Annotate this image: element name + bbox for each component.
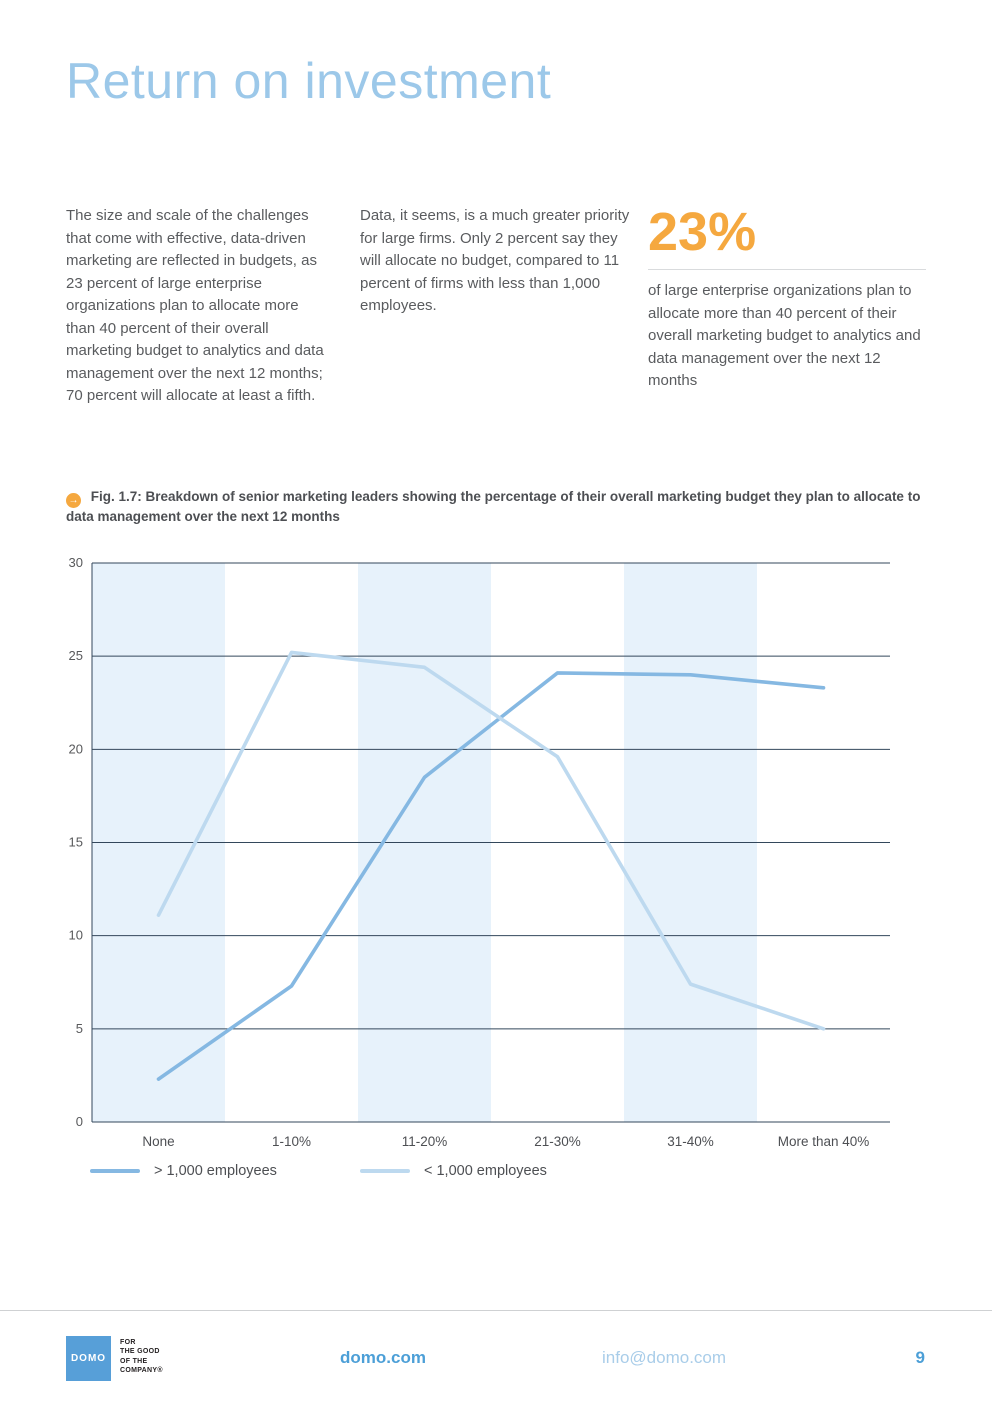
tagline-line: COMPANY®: [120, 1367, 163, 1375]
legend-line-swatch: [90, 1169, 140, 1173]
footer-divider: [0, 1310, 992, 1311]
x-category-label: 11-20%: [402, 1134, 448, 1149]
domo-website-link[interactable]: domo.com: [340, 1348, 426, 1367]
domo-tagline: FOR THE GOOD OF THE COMPANY®: [120, 1336, 163, 1381]
legend-label: < 1,000 employees: [424, 1163, 547, 1179]
tagline-line: OF THE: [120, 1357, 148, 1365]
intro-paragraph-2: Data, it seems, is a much greater priori…: [360, 207, 630, 314]
y-tick-label: 5: [76, 1021, 83, 1036]
page-title: Return on investment: [66, 53, 552, 109]
x-category-label: 21-30%: [534, 1134, 581, 1149]
stat-block: 23% of large enterprise organizations pl…: [648, 205, 926, 408]
series-line: [156, 671, 826, 1081]
y-tick-label: 20: [69, 741, 83, 756]
budget-allocation-line-chart: 0 5 10 15 20 25 30 None 1-10% 11-20% 21-30% 31-40% M…: [69, 555, 890, 1149]
x-category-label: 1-10%: [272, 1134, 311, 1149]
domo-logo: DOMO FOR THE GOOD OF THE COMPANY®: [66, 1336, 163, 1381]
intro-section: The size and scale of the challenges tha…: [66, 205, 928, 408]
y-tick-label: 30: [69, 556, 83, 570]
x-category-label: 31-40%: [667, 1134, 714, 1149]
figure-caption-text: Fig. 1.7: Breakdown of senior marketing …: [66, 489, 921, 524]
stat-divider: [648, 269, 926, 270]
chart-canvas: 0 5 10 15 20 25 30 None 1-10% 11-20% 21-30% 31-40% M…: [66, 555, 928, 1156]
chart-legend: > 1,000 employees < 1,000 employees: [90, 1163, 630, 1179]
legend-item: > 1,000 employees: [90, 1163, 360, 1179]
tagline-line: THE GOOD: [120, 1348, 160, 1356]
y-tick-label: 0: [76, 1114, 83, 1129]
intro-paragraph-1: The size and scale of the challenges tha…: [66, 207, 324, 404]
tagline-line: FOR: [120, 1339, 136, 1346]
page-number: 9: [915, 1348, 925, 1367]
legend-item: < 1,000 employees: [360, 1163, 630, 1179]
series-line: [156, 650, 826, 1031]
y-tick-label: 10: [69, 928, 83, 943]
arrow-circle-icon: →: [66, 493, 81, 508]
contact-email-link[interactable]: info@domo.com: [602, 1348, 727, 1367]
legend-label: > 1,000 employees: [154, 1163, 277, 1179]
stat-caption: of large enterprise organizations plan t…: [648, 282, 921, 389]
y-tick-label: 15: [69, 835, 83, 850]
x-category-label: More than 40%: [778, 1134, 870, 1149]
legend-line-swatch: [360, 1169, 410, 1173]
x-category-label: None: [142, 1134, 174, 1149]
figure-caption: → Fig. 1.7: Breakdown of senior marketin…: [66, 488, 928, 527]
stat-value: 23%: [648, 202, 757, 262]
y-tick-label: 25: [69, 648, 83, 663]
domo-logo-mark: DOMO: [66, 1336, 111, 1381]
